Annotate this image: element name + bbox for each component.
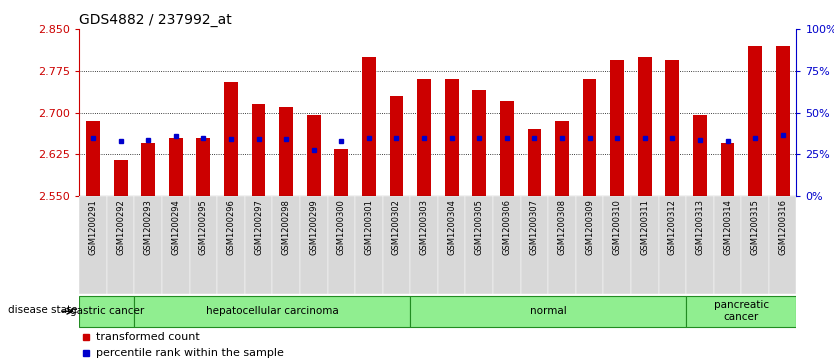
Bar [134,196,162,294]
Bar [769,196,796,294]
Text: GSM1200308: GSM1200308 [557,199,566,255]
Text: GSM1200298: GSM1200298 [282,199,290,255]
Bar [410,296,686,327]
Bar [659,196,686,294]
Bar [197,138,210,196]
Bar [500,101,514,196]
Text: GSM1200295: GSM1200295 [198,199,208,255]
Bar [493,196,520,294]
Bar [141,143,155,196]
Bar [328,196,355,294]
Bar [279,107,293,196]
Bar [776,46,790,196]
Text: GSM1200303: GSM1200303 [420,199,429,255]
Text: hepatocellular carcinoma: hepatocellular carcinoma [206,306,339,316]
Text: GSM1200291: GSM1200291 [88,199,98,255]
Bar [355,196,383,294]
Bar [252,104,265,196]
Bar [527,129,541,196]
Text: disease state: disease state [8,305,78,315]
Bar [362,57,376,196]
Text: GSM1200296: GSM1200296 [227,199,235,255]
Bar [389,96,404,196]
Text: normal: normal [530,306,566,316]
Text: GSM1200297: GSM1200297 [254,199,263,255]
Bar [445,79,459,196]
Bar [410,196,438,294]
Bar [107,196,134,294]
Text: GSM1200293: GSM1200293 [143,199,153,255]
Text: GSM1200310: GSM1200310 [613,199,621,255]
Text: transformed count: transformed count [97,332,200,342]
Text: GSM1200300: GSM1200300 [337,199,346,255]
Text: GSM1200312: GSM1200312 [668,199,677,255]
Text: percentile rank within the sample: percentile rank within the sample [97,348,284,358]
Bar [162,196,189,294]
Bar [472,90,486,196]
Bar [113,160,128,196]
Bar [575,196,603,294]
Bar [555,121,569,196]
Bar [273,196,300,294]
Bar [79,296,134,327]
Bar [741,196,769,294]
Bar [693,115,706,196]
Text: GSM1200292: GSM1200292 [116,199,125,255]
Bar [134,296,410,327]
Bar [748,46,762,196]
Bar [686,296,796,327]
Bar [465,196,493,294]
Bar [307,115,320,196]
Text: GSM1200305: GSM1200305 [475,199,484,255]
Bar [79,196,107,294]
Text: GSM1200302: GSM1200302 [392,199,401,255]
Text: GSM1200301: GSM1200301 [364,199,374,255]
Bar [603,196,631,294]
Bar [666,60,679,196]
Text: GSM1200307: GSM1200307 [530,199,539,255]
Text: GSM1200316: GSM1200316 [778,199,787,255]
Text: GSM1200314: GSM1200314 [723,199,732,255]
Text: GSM1200309: GSM1200309 [585,199,594,255]
Text: GDS4882 / 237992_at: GDS4882 / 237992_at [79,13,232,26]
Text: GSM1200299: GSM1200299 [309,199,319,255]
Bar [86,121,100,196]
Bar [638,57,651,196]
Bar [631,196,659,294]
Bar [438,196,465,294]
Bar [610,60,624,196]
Text: gastric cancer: gastric cancer [70,306,144,316]
Bar [168,138,183,196]
Bar [417,79,431,196]
Text: GSM1200306: GSM1200306 [502,199,511,255]
Bar [300,196,328,294]
Text: GSM1200304: GSM1200304 [447,199,456,255]
Bar [334,149,348,196]
Text: GSM1200311: GSM1200311 [641,199,649,255]
Bar [583,79,596,196]
Bar [217,196,244,294]
Bar [189,196,217,294]
Bar [383,196,410,294]
Text: GSM1200315: GSM1200315 [751,199,760,255]
Bar [548,196,575,294]
Bar [244,196,273,294]
Bar [520,196,548,294]
Text: GSM1200313: GSM1200313 [696,199,705,255]
Bar [224,82,238,196]
Text: GSM1200294: GSM1200294 [171,199,180,255]
Bar [714,196,741,294]
Bar [686,196,714,294]
Text: pancreatic
cancer: pancreatic cancer [714,301,769,322]
Bar [721,143,735,196]
